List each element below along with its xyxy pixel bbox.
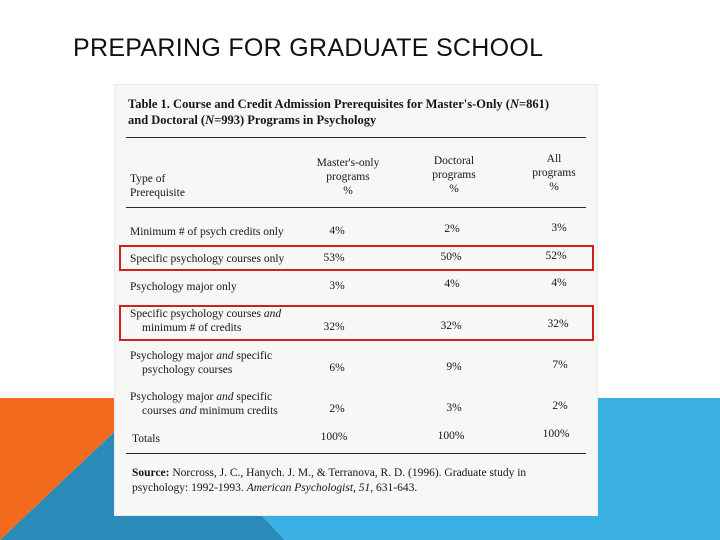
row-doctoral-value: 3% bbox=[446, 402, 462, 414]
header-masters: Master's-only programs % bbox=[316, 157, 380, 197]
header-type: Type of Prerequisite bbox=[130, 173, 185, 199]
row-type: Specific psychology courses and minimum … bbox=[130, 308, 282, 334]
row-masters-value: 100% bbox=[320, 431, 348, 443]
scanned-table-image: Table 1. Course and Credit Admission Pre… bbox=[114, 84, 598, 516]
header-doctoral: Doctoral programs % bbox=[432, 155, 476, 195]
row-type: Psychology major only bbox=[130, 281, 237, 293]
row-type: Totals bbox=[132, 433, 160, 445]
header-all: All programs % bbox=[532, 153, 576, 193]
row-masters-value: 3% bbox=[329, 280, 345, 292]
row-masters-value: 4% bbox=[329, 225, 345, 237]
row-type: Psychology major and specific psychology… bbox=[130, 350, 273, 376]
row-all-value: 4% bbox=[551, 277, 567, 289]
row-type: Minimum # of psych credits only bbox=[130, 226, 284, 238]
row-doctoral-value: 2% bbox=[444, 223, 460, 235]
header-rule bbox=[126, 207, 586, 208]
row-type: Specific psychology courses only bbox=[130, 253, 285, 265]
table-source: Source: Norcross, J. C., Hanych. J. M., … bbox=[132, 467, 527, 494]
row-masters-value: 6% bbox=[329, 362, 345, 374]
row-doctoral-value: 32% bbox=[440, 320, 462, 332]
row-masters-value: 2% bbox=[329, 403, 345, 415]
row-masters-value: 32% bbox=[323, 321, 345, 333]
bottom-rule bbox=[126, 453, 586, 454]
table-title: Table 1. Course and Credit Admission Pre… bbox=[128, 97, 550, 127]
row-doctoral-value: 50% bbox=[440, 251, 462, 263]
row-doctoral-value: 9% bbox=[446, 361, 462, 373]
highlight-box-courses-and-credits bbox=[119, 305, 594, 341]
row-all-value: 3% bbox=[551, 222, 567, 234]
row-doctoral-value: 100% bbox=[437, 430, 465, 442]
row-type: Psychology major and specific courses an… bbox=[130, 391, 278, 417]
slide-title: PREPARING FOR GRADUATE SCHOOL bbox=[73, 34, 544, 62]
row-all-value: 32% bbox=[547, 318, 569, 330]
row-masters-value: 53% bbox=[323, 252, 345, 264]
row-doctoral-value: 4% bbox=[444, 278, 460, 290]
row-all-value: 2% bbox=[552, 400, 568, 412]
row-all-value: 100% bbox=[542, 428, 570, 440]
top-rule bbox=[126, 137, 586, 138]
highlight-box-specific-courses bbox=[119, 245, 594, 271]
row-all-value: 52% bbox=[545, 250, 567, 262]
row-all-value: 7% bbox=[552, 359, 568, 371]
